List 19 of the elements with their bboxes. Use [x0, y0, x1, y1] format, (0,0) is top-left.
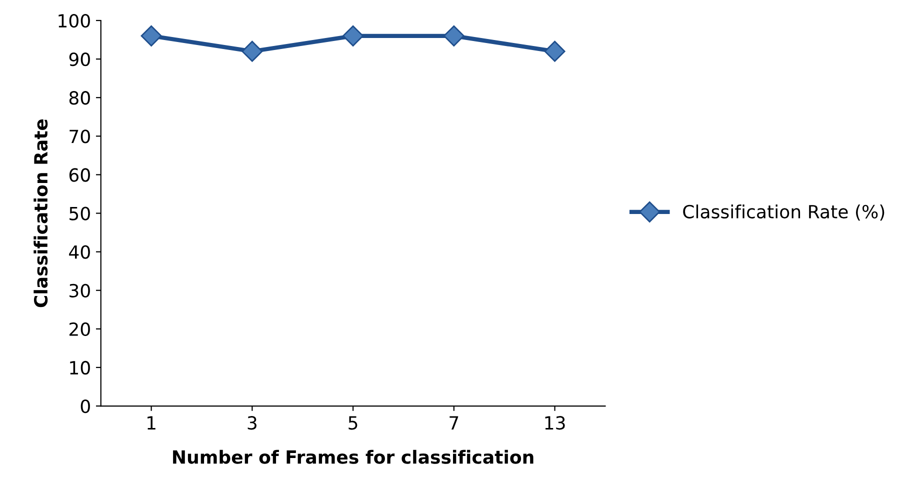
y-tick-label: 70 [70, 130, 90, 144]
x-tick-label: 5 [348, 416, 358, 430]
y-tick-label: 80 [69, 91, 90, 105]
y-tick-label: 50 [70, 206, 90, 220]
y-tick-label: 90 [69, 52, 90, 66]
y-tick-label: 100 [58, 14, 90, 28]
y-tick-label: 0 [80, 399, 90, 414]
y-tick-label: 20 [69, 322, 90, 336]
y-tick-label: 10 [70, 360, 90, 375]
y-tick-label: 30 [70, 284, 90, 298]
y-tick-label: 60 [69, 168, 90, 182]
x-tick-label: 7 [450, 416, 458, 430]
legend-label: Classification Rate (%) [683, 204, 884, 221]
x-tick-label: 1 [148, 416, 156, 430]
x-tick-label: 13 [545, 416, 565, 430]
x-axis-title: Number of Frames for classification [173, 450, 534, 464]
y-axis-title: Classification Rate [34, 119, 48, 308]
y-tick-label: 40 [69, 245, 90, 259]
x-tick-label: 3 [248, 416, 256, 430]
